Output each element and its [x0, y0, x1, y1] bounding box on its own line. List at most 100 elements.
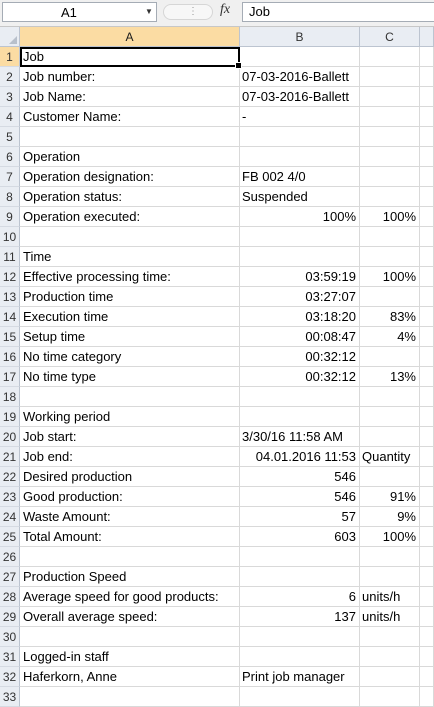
cell-c[interactable]: 4% [360, 327, 420, 347]
row-header[interactable]: 18 [0, 387, 20, 407]
cell-c[interactable] [360, 647, 420, 667]
cell-c[interactable] [360, 667, 420, 687]
row-header[interactable]: 23 [0, 487, 20, 507]
cell-d[interactable] [420, 207, 434, 227]
cell-b[interactable] [240, 147, 360, 167]
cell-a[interactable]: Customer Name: [20, 107, 240, 127]
cell-c[interactable] [360, 227, 420, 247]
cell-b[interactable]: 546 [240, 467, 360, 487]
row-header[interactable]: 14 [0, 307, 20, 327]
cell-b[interactable] [240, 627, 360, 647]
cell-d[interactable] [420, 227, 434, 247]
cell-c[interactable]: 100% [360, 527, 420, 547]
fill-handle[interactable] [235, 62, 242, 69]
cell-a[interactable]: Working period [20, 407, 240, 427]
row-header[interactable]: 15 [0, 327, 20, 347]
row-header[interactable]: 30 [0, 627, 20, 647]
cell-a[interactable]: Total Amount: [20, 527, 240, 547]
row-header[interactable]: 12 [0, 267, 20, 287]
cell-b[interactable]: 603 [240, 527, 360, 547]
cell-a[interactable]: Operation executed: [20, 207, 240, 227]
cell-c[interactable] [360, 427, 420, 447]
cell-d[interactable] [420, 507, 434, 527]
cell-a[interactable]: Haferkorn, Anne [20, 667, 240, 687]
row-header[interactable]: 32 [0, 667, 20, 687]
row-header[interactable]: 26 [0, 547, 20, 567]
cell-d[interactable] [420, 147, 434, 167]
cell-d[interactable] [420, 447, 434, 467]
cell-d[interactable] [420, 527, 434, 547]
cell-b[interactable] [240, 647, 360, 667]
cell-b[interactable]: - [240, 107, 360, 127]
row-header[interactable]: 31 [0, 647, 20, 667]
row-header[interactable]: 2 [0, 67, 20, 87]
row-header[interactable]: 3 [0, 87, 20, 107]
cell-a[interactable]: Execution time [20, 307, 240, 327]
cell-d[interactable] [420, 627, 434, 647]
row-header[interactable]: 27 [0, 567, 20, 587]
cell-a[interactable]: Waste Amount: [20, 507, 240, 527]
row-header[interactable]: 11 [0, 247, 20, 267]
cell-a[interactable] [20, 227, 240, 247]
cell-d[interactable] [420, 407, 434, 427]
cell-d[interactable] [420, 587, 434, 607]
row-header[interactable]: 17 [0, 367, 20, 387]
column-header-d-partial[interactable] [420, 27, 434, 47]
cell-a[interactable] [20, 627, 240, 647]
cell-c[interactable] [360, 47, 420, 67]
cell-c[interactable] [360, 127, 420, 147]
cell-d[interactable] [420, 287, 434, 307]
row-header[interactable]: 4 [0, 107, 20, 127]
cell-a[interactable]: Desired production [20, 467, 240, 487]
cell-c[interactable]: 13% [360, 367, 420, 387]
cell-a[interactable]: Setup time [20, 327, 240, 347]
row-header[interactable]: 16 [0, 347, 20, 367]
cell-d[interactable] [420, 427, 434, 447]
row-header[interactable]: 33 [0, 687, 20, 707]
cell-b[interactable]: 00:32:12 [240, 367, 360, 387]
cell-c[interactable] [360, 347, 420, 367]
row-header[interactable]: 13 [0, 287, 20, 307]
cell-a[interactable]: Effective processing time: [20, 267, 240, 287]
cell-d[interactable] [420, 647, 434, 667]
cell-a[interactable]: Time [20, 247, 240, 267]
cell-d[interactable] [420, 307, 434, 327]
cell-b[interactable] [240, 47, 360, 67]
cell-b[interactable]: 07-03-2016-Ballett [240, 87, 360, 107]
formula-input[interactable]: Job [242, 2, 434, 22]
cell-c[interactable] [360, 247, 420, 267]
cell-b[interactable]: 57 [240, 507, 360, 527]
cell-a[interactable]: Average speed for good products: [20, 587, 240, 607]
cell-c[interactable]: units/h [360, 607, 420, 627]
cell-c[interactable] [360, 87, 420, 107]
cell-a[interactable]: Operation [20, 147, 240, 167]
cell-b[interactable]: 546 [240, 487, 360, 507]
row-header[interactable]: 25 [0, 527, 20, 547]
cell-c[interactable] [360, 167, 420, 187]
cell-d[interactable] [420, 327, 434, 347]
chevron-down-icon[interactable]: ▼ [145, 7, 153, 16]
cell-b[interactable] [240, 547, 360, 567]
cell-b[interactable]: 100% [240, 207, 360, 227]
cell-d[interactable] [420, 347, 434, 367]
cell-c[interactable]: units/h [360, 587, 420, 607]
cell-b[interactable] [240, 687, 360, 707]
cell-d[interactable] [420, 267, 434, 287]
cell-b[interactable]: 00:08:47 [240, 327, 360, 347]
cell-b[interactable]: 137 [240, 607, 360, 627]
cell-d[interactable] [420, 387, 434, 407]
cell-a[interactable]: Job number: [20, 67, 240, 87]
cell-c[interactable] [360, 187, 420, 207]
cell-d[interactable] [420, 487, 434, 507]
row-header[interactable]: 22 [0, 467, 20, 487]
cell-a[interactable]: No time category [20, 347, 240, 367]
cell-b[interactable]: 03:27:07 [240, 287, 360, 307]
cell-b[interactable]: Suspended [240, 187, 360, 207]
cell-d[interactable] [420, 247, 434, 267]
active-cell[interactable]: Job [20, 47, 242, 69]
row-header[interactable]: 6 [0, 147, 20, 167]
cell-a[interactable]: No time type [20, 367, 240, 387]
row-header[interactable]: 24 [0, 507, 20, 527]
row-header[interactable]: 9 [0, 207, 20, 227]
cell-b[interactable]: 3/30/16 11:58 AM [240, 427, 360, 447]
